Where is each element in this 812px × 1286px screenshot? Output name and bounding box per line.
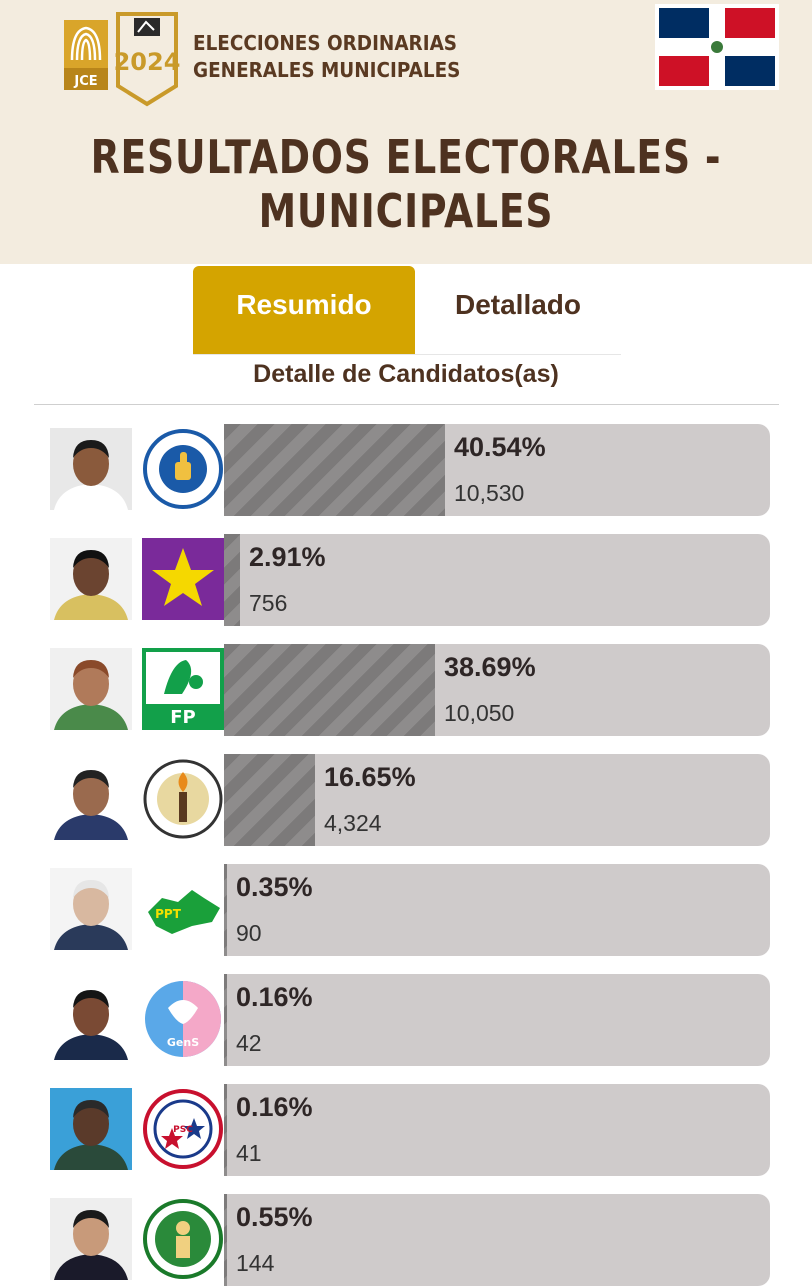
candidate-photo [50,648,132,730]
fp-green-logo: FP [142,648,224,730]
green-seal-figure-logo [143,1199,223,1279]
jce-logo: JCE [64,20,108,90]
election-name: ELECCIONES ORDINARIAS GENERALES MUNICIPA… [193,30,460,84]
vote-percent: 0.55% [236,1202,313,1232]
candidate-row[interactable]: 2.91% 756 [0,534,812,626]
election-name-line2: GENERALES MUNICIPALES [193,58,461,82]
election-name-line1: ELECCIONES ORDINARIAS [193,31,458,55]
candidate-photo [50,1198,132,1280]
vote-percent: 16.65% [324,762,416,792]
vote-count: 10,050 [444,700,515,726]
vote-count: 144 [236,1250,275,1276]
elections-2024-logo: 2024 [114,12,180,107]
vote-percent: 40.54% [454,432,546,462]
vote-bar: 40.54% 10,530 [224,424,770,516]
candidate-row[interactable]: 16.65% 4,324 [0,754,812,846]
vote-bar: 0.35% 90 [224,864,770,956]
party-logo-text: PPT [155,907,182,921]
party-logo-text: PSC [173,1125,193,1135]
vote-bar: 0.55% 144 [224,1194,770,1286]
jce-logo-text: JCE [73,74,97,89]
tab-resumido[interactable]: Resumido [193,266,415,354]
psc-stars-seal-logo: PSC [143,1089,223,1169]
year-text: 2024 [114,48,180,76]
vote-percent: 2.91% [249,542,326,572]
page-title: RESULTADOS ELECTORALES - MUNICIPALES [0,130,812,238]
tab-detallado[interactable]: Detallado [454,289,582,320]
yellow-star-purple-logo [142,538,224,620]
vote-percent: 0.16% [236,982,313,1012]
vote-bar: 38.69% 10,050 [224,644,770,736]
divider [34,404,779,405]
candidate-photo [50,758,132,840]
candidate-row[interactable]: FP 38.69% 10,050 [0,644,812,736]
view-tabs: Resumido Detallado [193,266,621,355]
candidate-row[interactable]: GenS 0.16% 42 [0,974,812,1066]
party-logo-text: FP [170,707,196,728]
vote-bar: 0.16% 42 [224,974,770,1066]
vote-percent: 0.16% [236,1092,313,1122]
vote-bar-fill [224,424,445,516]
candidate-photo [50,538,132,620]
candidate-row[interactable]: 0.55% 144 [0,1194,812,1286]
vote-bar-fill [224,644,435,736]
vote-bar-fill [224,1084,227,1176]
candidate-row[interactable]: PPT 0.35% 90 [0,864,812,956]
candidate-photo [50,1088,132,1170]
vote-bar: 0.16% 41 [224,1084,770,1176]
vote-percent: 0.35% [236,872,313,902]
vote-bar: 2.91% 756 [224,534,770,626]
page-title-line2: MUNICIPALES [258,184,554,238]
vote-bar: 16.65% 4,324 [224,754,770,846]
vote-percent: 38.69% [444,652,536,682]
page-header: JCE 2024 ELECCIONES ORDINARIAS GENERALES… [0,0,812,264]
page-title-line1: RESULTADOS ELECTORALES - [90,130,722,184]
vote-count: 41 [236,1140,262,1166]
party-logo-text: GenS [167,1036,199,1049]
vote-bar-fill [224,534,240,626]
candidate-photo [50,978,132,1060]
candidate-photo [50,428,132,510]
prd-torch-seal-logo [143,759,223,839]
vote-bar-fill [224,864,227,956]
section-title: Detalle de Candidatos(as) [253,360,559,388]
candidate-row[interactable]: 40.54% 10,530 [0,424,812,516]
candidate-photo [50,868,132,950]
vote-count: 756 [249,590,288,616]
dominican-flag-icon [655,4,779,90]
vote-count: 4,324 [324,810,382,836]
prm-thumbs-up-logo [143,429,223,509]
vote-bar-fill [224,1194,227,1286]
vote-count: 42 [236,1030,262,1056]
vote-bar-fill [224,754,315,846]
ppt-green-map-logo: PPT [148,890,220,934]
candidate-row[interactable]: PSC 0.16% 41 [0,1084,812,1176]
vote-count: 10,530 [454,480,525,506]
vote-count: 90 [236,920,262,946]
vote-bar-fill [224,974,227,1066]
gens-bird-logo: GenS [145,981,221,1057]
